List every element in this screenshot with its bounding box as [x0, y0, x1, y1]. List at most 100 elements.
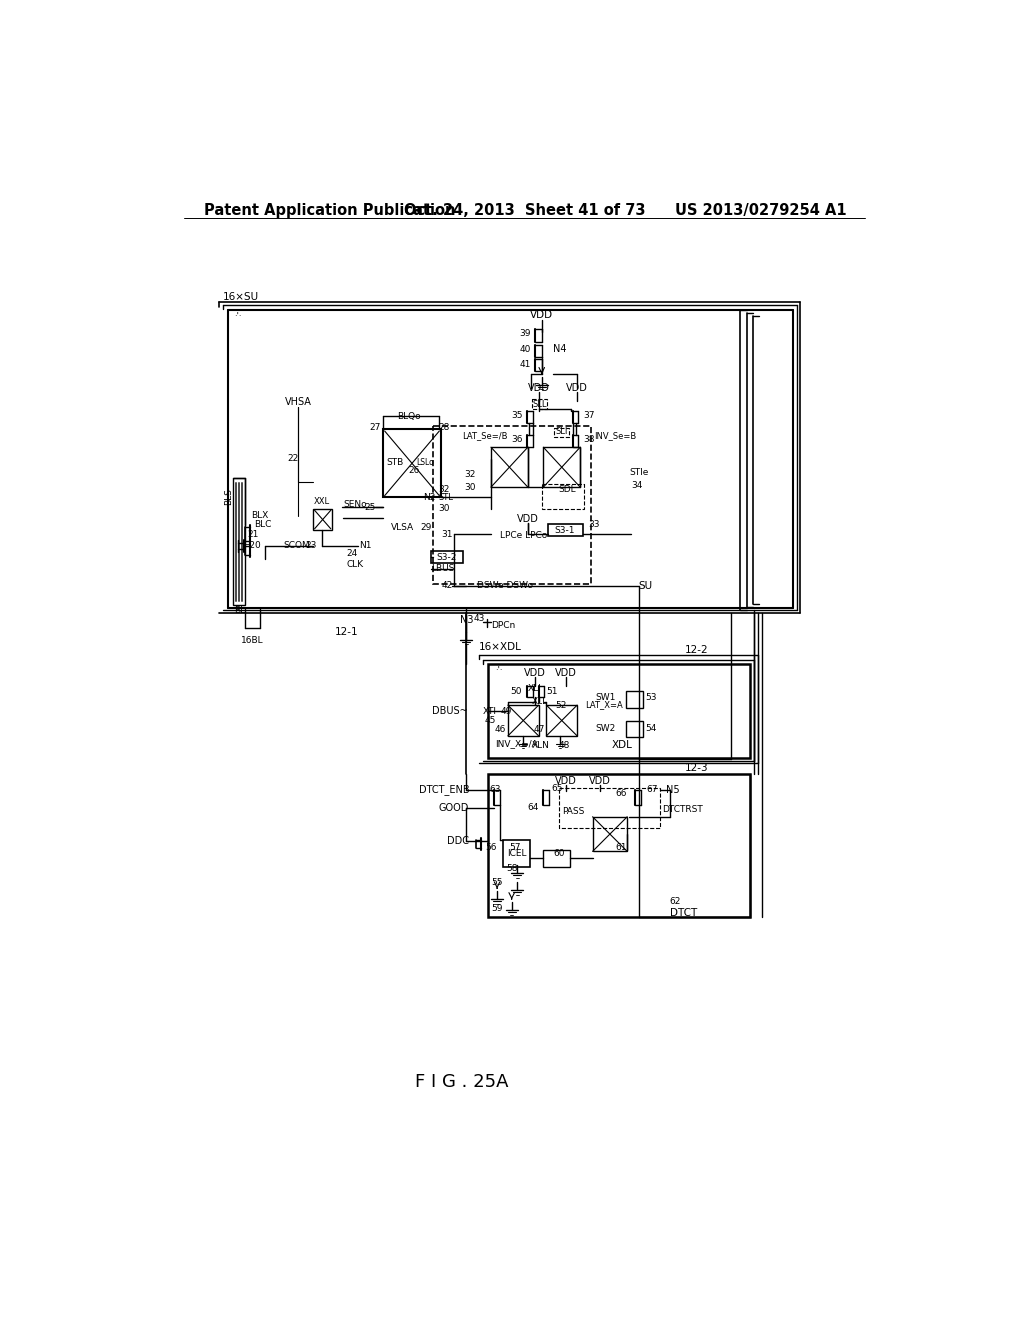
Bar: [544, 850, 570, 867]
Text: 60: 60: [553, 849, 564, 858]
Text: VDD: VDD: [555, 776, 577, 785]
Text: Patent Application Publication: Patent Application Publication: [204, 203, 456, 218]
Text: 53: 53: [645, 693, 656, 702]
Text: XTI: XTI: [483, 706, 497, 715]
Text: VLSA: VLSA: [391, 524, 414, 532]
Bar: [559, 788, 660, 829]
Bar: [531, 400, 547, 409]
Text: 66: 66: [615, 789, 628, 799]
Text: 36: 36: [512, 436, 523, 444]
Text: 31: 31: [441, 529, 453, 539]
Bar: [554, 428, 569, 437]
Text: ·'·: ·'·: [495, 665, 502, 675]
Text: DPCn: DPCn: [490, 620, 515, 630]
Text: 65: 65: [551, 784, 562, 793]
Text: 33: 33: [588, 520, 599, 528]
Text: 16×XDL: 16×XDL: [478, 643, 521, 652]
Text: 12-1: 12-1: [335, 627, 358, 636]
Text: DDC: DDC: [447, 837, 469, 846]
Text: SDL: SDL: [559, 484, 577, 494]
Text: DTCT_ENB: DTCT_ENB: [419, 784, 469, 795]
Bar: [593, 817, 628, 851]
Text: 46: 46: [495, 725, 506, 734]
Text: 40: 40: [519, 345, 531, 354]
Text: 67: 67: [646, 785, 658, 795]
Text: LBUS: LBUS: [431, 564, 455, 573]
Text: N2: N2: [423, 492, 435, 502]
Text: 38: 38: [584, 436, 595, 444]
Text: 30: 30: [464, 483, 475, 492]
Text: 39: 39: [519, 330, 531, 338]
Text: N5: N5: [666, 785, 679, 795]
Text: PASS: PASS: [562, 807, 585, 816]
Text: 16BL: 16BL: [241, 636, 263, 644]
Text: BLQo: BLQo: [397, 412, 421, 421]
Text: 35: 35: [512, 411, 523, 420]
Text: STle: STle: [630, 469, 649, 477]
Text: LAT_X=A: LAT_X=A: [585, 701, 623, 710]
Text: XLL: XLL: [532, 697, 548, 706]
Text: 27: 27: [370, 424, 381, 433]
Text: BLX: BLX: [252, 511, 268, 520]
Text: 29: 29: [420, 524, 431, 532]
Text: 30: 30: [438, 504, 451, 513]
Text: 63: 63: [489, 785, 501, 795]
Text: N3: N3: [460, 615, 473, 626]
Text: VDD: VDD: [527, 383, 550, 393]
Text: 12-2: 12-2: [685, 644, 709, 655]
Bar: [233, 478, 245, 605]
Text: 32: 32: [438, 484, 450, 494]
Text: VDD: VDD: [517, 513, 539, 524]
Text: BLC: BLC: [254, 520, 271, 529]
Text: F I G . 25A: F I G . 25A: [415, 1073, 508, 1092]
Text: DSWe DSWo: DSWe DSWo: [477, 581, 534, 590]
Text: XLN: XLN: [531, 741, 549, 750]
Text: US 2013/0279254 A1: US 2013/0279254 A1: [675, 203, 847, 218]
Text: XLI: XLI: [528, 684, 542, 693]
Text: DBUS~: DBUS~: [432, 706, 468, 717]
Text: 24: 24: [346, 549, 357, 558]
Text: SW2: SW2: [595, 723, 615, 733]
Text: LSLo: LSLo: [417, 458, 434, 467]
Text: VDD: VDD: [530, 310, 553, 321]
Text: 41: 41: [519, 360, 531, 370]
Text: 16×SU: 16×SU: [223, 292, 259, 302]
Bar: [548, 524, 583, 536]
Bar: [487, 775, 750, 917]
Text: INV_X=/A: INV_X=/A: [496, 739, 539, 748]
Text: 25: 25: [365, 503, 376, 512]
Text: 48: 48: [559, 741, 570, 750]
Text: 50: 50: [510, 686, 521, 696]
Bar: [503, 840, 530, 867]
Bar: [508, 705, 539, 737]
Bar: [547, 705, 578, 737]
Text: DTCT: DTCT: [670, 908, 696, 917]
Bar: [627, 721, 643, 738]
Text: 26: 26: [409, 466, 420, 475]
Text: 37: 37: [584, 411, 595, 420]
Bar: [542, 484, 584, 508]
Text: ─20: ─20: [245, 541, 261, 550]
Text: 62: 62: [670, 898, 681, 906]
Text: 21: 21: [248, 529, 259, 539]
Text: Oct. 24, 2013  Sheet 41 of 73: Oct. 24, 2013 Sheet 41 of 73: [404, 203, 645, 218]
Text: 57: 57: [509, 843, 521, 851]
Text: VDD: VDD: [590, 776, 611, 785]
Text: 49: 49: [500, 706, 512, 715]
Text: 22: 22: [287, 454, 298, 463]
Text: STL: STL: [438, 492, 454, 502]
Text: VDD: VDD: [555, 668, 577, 677]
Bar: [383, 429, 441, 498]
Text: 47: 47: [534, 725, 545, 734]
Text: INV_Se=B: INV_Se=B: [595, 432, 637, 440]
Text: SLI: SLI: [556, 428, 568, 436]
Text: S3-1: S3-1: [555, 525, 575, 535]
Text: S3-2: S3-2: [437, 553, 458, 562]
Text: N1: N1: [359, 541, 372, 550]
Text: 45: 45: [485, 715, 497, 725]
Text: SW1: SW1: [595, 693, 615, 702]
Text: 28: 28: [438, 424, 450, 433]
Text: SLL: SLL: [532, 400, 547, 408]
Text: VDD: VDD: [566, 383, 588, 393]
Text: 64: 64: [527, 803, 539, 812]
